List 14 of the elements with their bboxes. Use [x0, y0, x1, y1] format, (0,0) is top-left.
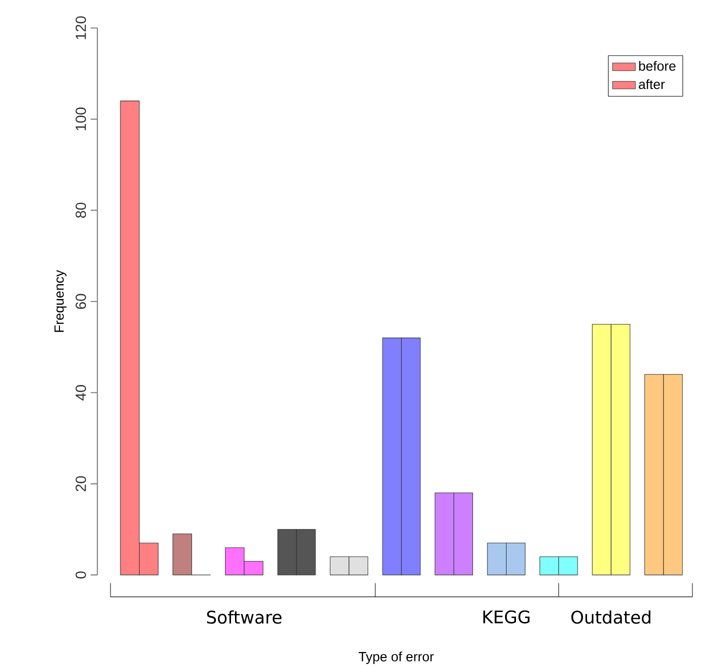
x-tick-label: KEGG	[483, 610, 530, 624]
legend-label: after	[638, 79, 665, 89]
y-tick-label: 120	[76, 16, 86, 39]
y-tick-label: 80	[76, 202, 86, 218]
y-tick-label: 20	[76, 476, 86, 492]
y-tick-label: 0	[76, 571, 86, 578]
y-tick-label: 100	[76, 107, 86, 130]
x-axis-title: Type of error	[358, 651, 434, 664]
legend-label: before	[639, 60, 676, 71]
x-tick-label: Outdated	[571, 610, 650, 624]
y-tick-label: 40	[76, 384, 86, 400]
y-axis-title: Frequency	[54, 270, 66, 332]
x-tick-label: Software	[207, 610, 282, 624]
y-tick-label: 60	[76, 294, 86, 309]
